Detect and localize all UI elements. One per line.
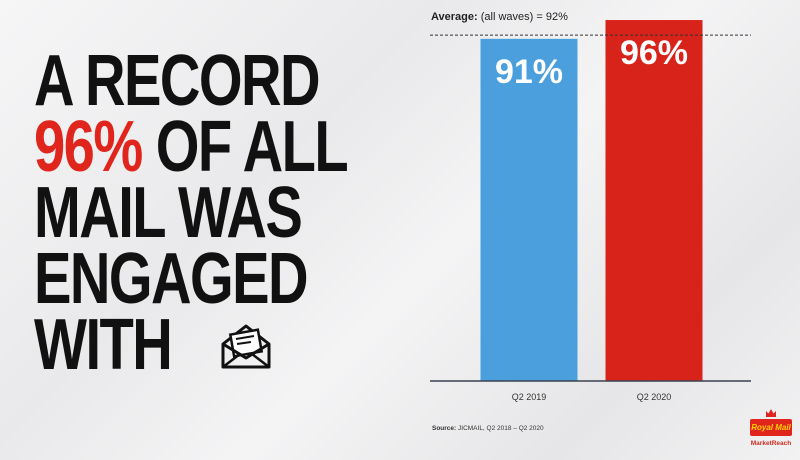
headline-line-4: ENGAGED: [34, 239, 309, 319]
category-label-2: Q2 2020: [637, 392, 672, 402]
headline-line-1: A RECORD: [34, 41, 321, 121]
headline-line-5: WITH: [34, 305, 173, 385]
headline-line-2-rest: OF ALL: [141, 107, 349, 187]
logo-wordmark: Royal Mail: [750, 419, 792, 436]
average-label: Average: (all waves) = 92%: [431, 11, 568, 23]
source-text: JICMAIL, Q2 2018 – Q2 2020: [456, 425, 544, 432]
bar-2: [605, 20, 703, 381]
bar-1: [480, 38, 578, 382]
headline-line-2: 96% OF ALL: [34, 111, 349, 183]
headline-accent-percent: 96%: [34, 107, 143, 187]
source-note: Source: JICMAIL, Q2 2018 – Q2 2020: [432, 425, 544, 432]
headline: A RECORD 96% OF ALL MAIL WAS ENGAGED WIT…: [34, 41, 349, 385]
open-envelope-icon: [221, 324, 271, 369]
category-label-1: Q2 2019: [512, 392, 547, 402]
bar-value-label-2: 96%: [620, 34, 688, 72]
royal-mail-logo: Royal Mail MarketReach: [748, 408, 794, 458]
bar-value-label-1: 91%: [495, 53, 563, 91]
source-label: Source:: [432, 425, 457, 432]
crown-icon: [766, 409, 776, 417]
headline-line-3: MAIL WAS: [34, 173, 303, 253]
logo-subtitle: MarketReach: [750, 440, 792, 447]
